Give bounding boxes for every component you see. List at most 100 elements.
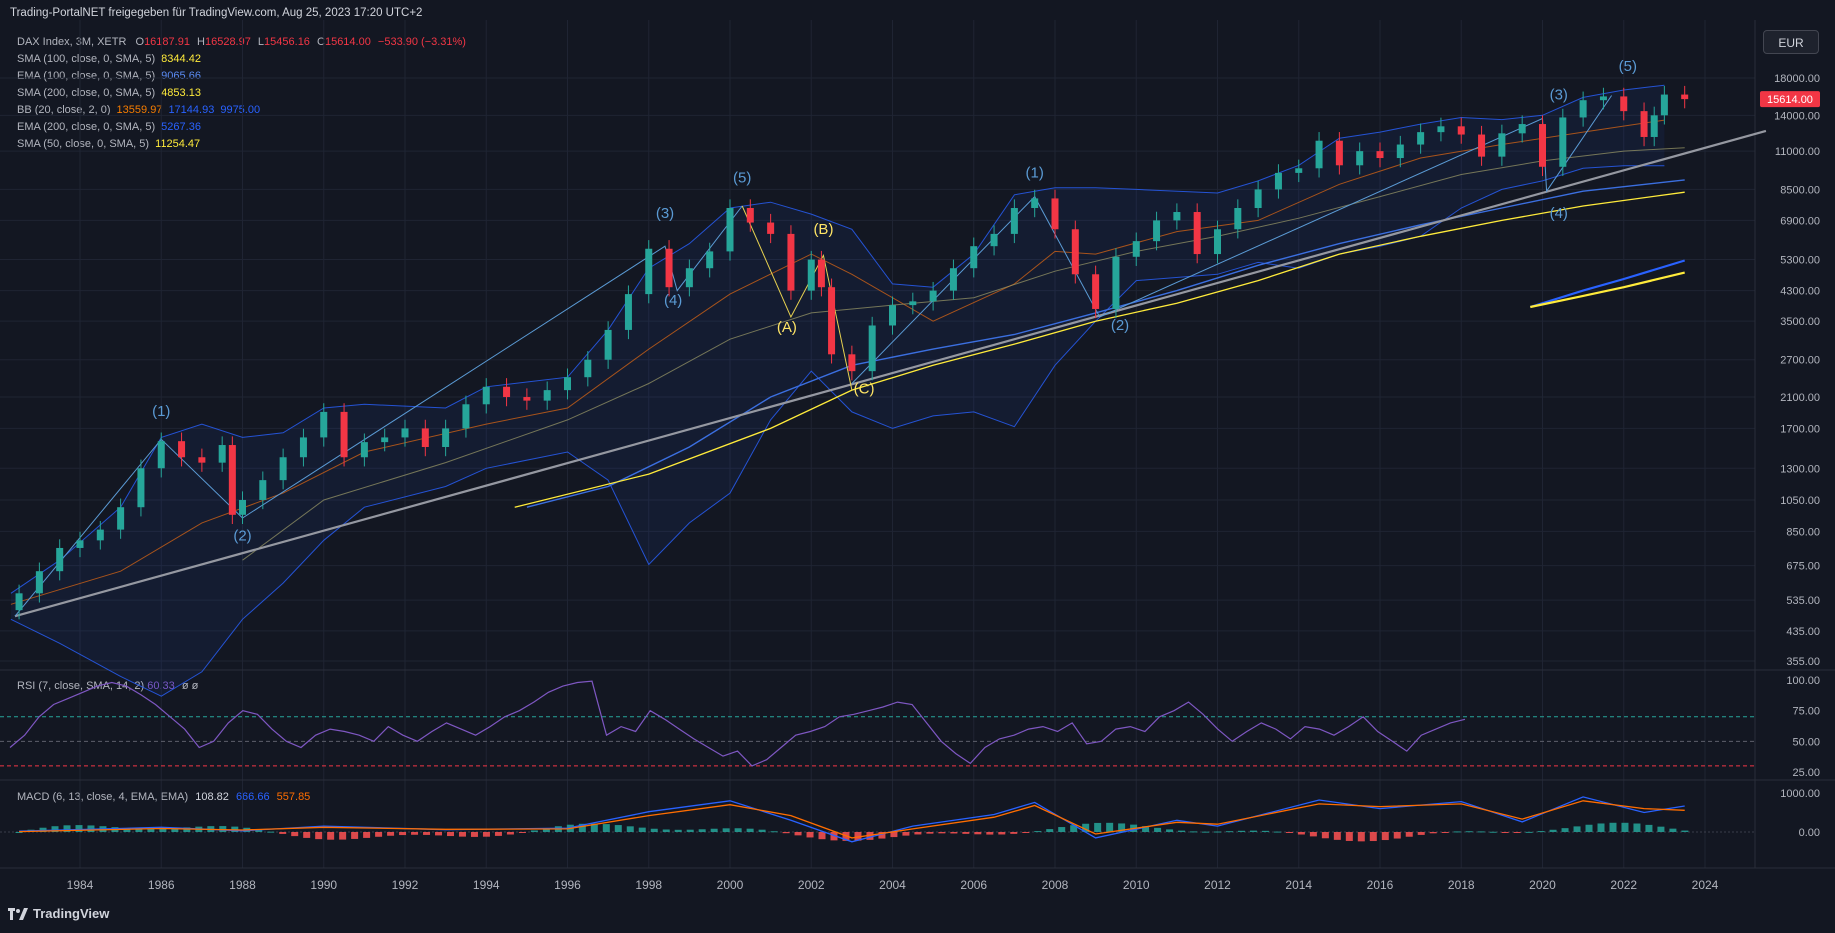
macd-histogram-bar: [866, 832, 874, 840]
indicator-row[interactable]: BB (20, close, 2, 0) 13559.97 17144.93 9975…: [17, 102, 466, 119]
macd-histogram-bar: [1405, 832, 1413, 837]
price-tick-label: 535.00: [1786, 595, 1820, 607]
time-tick-label: 2024: [1692, 878, 1719, 892]
macd-histogram-bar: [938, 832, 946, 834]
macd-histogram-bar: [1237, 830, 1245, 832]
macd-line: [19, 796, 1685, 843]
candle-body: [817, 259, 825, 288]
macd-histogram-bar: [626, 826, 634, 832]
symbol-row[interactable]: DAX Index, 3M, XETR O16187.91 H16528.97 …: [17, 34, 466, 51]
candle-body: [1031, 198, 1039, 209]
symbol-name: DAX Index, 3M, XETR: [17, 36, 127, 48]
candle-body: [1396, 144, 1404, 159]
indicator-name: SMA (100, close, 0, SMA, 5): [17, 53, 156, 65]
candle-body: [1010, 208, 1018, 234]
wave-label: (4): [664, 292, 682, 309]
macd-histogram-bar: [1537, 831, 1545, 833]
bb-upper-line: [10, 84, 1665, 594]
time-axis[interactable]: 1984 1986 1988 1990 1992 1994 1996 1998 2000 2002…: [67, 878, 1719, 892]
candle-body: [218, 445, 226, 463]
macd-histogram-bar: [1477, 831, 1485, 833]
indicator-row[interactable]: EMA (200, close, 0, SMA, 5) 5267.36: [17, 119, 466, 136]
candle-body: [1092, 274, 1100, 309]
open-label: O: [135, 36, 145, 48]
time-tick-label: 2014: [1285, 878, 1312, 892]
macd-legend[interactable]: MACD (6, 13, close, 4, EMA, EMA) 108.82 …: [17, 791, 310, 803]
macd-histogram-bar: [1022, 832, 1030, 833]
candle-body: [645, 248, 653, 295]
price-tick-label: 11000.00: [1775, 146, 1820, 158]
candle-body: [1315, 140, 1323, 169]
macd-histogram-bar: [255, 829, 263, 832]
candle-body: [624, 294, 632, 330]
macd-histogram-bar: [1261, 830, 1269, 832]
wave-label: (C): [854, 381, 875, 398]
price-tick-label: 3500.00: [1780, 316, 1820, 328]
indicator-row[interactable]: SMA (100, close, 0, SMA, 5) 8344.42: [17, 51, 466, 68]
grid: [0, 20, 1835, 869]
candle-body: [746, 208, 754, 223]
last-price-badge: [1760, 91, 1820, 108]
candle-body: [15, 593, 23, 611]
price-tick-label: 2100.00: [1780, 392, 1820, 404]
rsi-pane[interactable]: 100.00 75.00 50.00 25.00: [0, 675, 1820, 779]
candle-body: [178, 441, 186, 458]
candle-body: [1457, 126, 1465, 135]
macd-histogram-bar: [470, 832, 478, 837]
macd-histogram-bar: [171, 828, 179, 832]
macd-line-value: 666.66: [235, 791, 270, 803]
macd-histogram-bar: [1633, 823, 1641, 832]
candle-body: [767, 222, 775, 234]
tradingview-logo[interactable]: TradingView: [8, 906, 109, 921]
macd-histogram-bar: [363, 832, 371, 838]
macd-histogram-bar: [1273, 831, 1281, 833]
candle-body: [462, 404, 470, 429]
macd-histogram-bar: [1417, 832, 1425, 835]
macd-signal-value: 557.85: [276, 791, 311, 803]
candle-body: [970, 246, 978, 269]
indicator-name: SMA (200, close, 0, SMA, 5): [17, 87, 156, 99]
currency-button[interactable]: EUR: [1763, 30, 1819, 54]
rsi-tick-label: 75.00: [1792, 706, 1820, 718]
macd-histogram-bar: [542, 828, 550, 832]
candle-body: [421, 428, 429, 448]
macd-histogram-bar: [75, 825, 83, 832]
macd-histogram-bar: [986, 832, 994, 835]
main-trendline: [14, 129, 1767, 618]
macd-histogram-bar: [578, 823, 586, 832]
candle-body: [503, 386, 511, 398]
macd-histogram-bar: [1429, 832, 1437, 834]
macd-histogram-bar: [1010, 832, 1018, 834]
macd-histogram-bar: [1166, 829, 1174, 832]
sma-200-line: [1530, 271, 1685, 309]
wave-label: (A): [777, 319, 797, 336]
tradingview-icon: [8, 907, 28, 920]
macd-histogram-bar: [1489, 831, 1497, 833]
macd-histogram-bar: [339, 832, 347, 840]
wave-label: (2): [233, 527, 251, 544]
indicator-row[interactable]: SMA (200, close, 0, SMA, 5) 4853.13: [17, 85, 466, 102]
candle-body: [949, 268, 957, 291]
open-value: 16187.91: [144, 36, 190, 48]
macd-histogram-bar: [411, 832, 419, 835]
indicator-row[interactable]: SMA (50, close, 0, SMA, 5) 11254.47: [17, 136, 466, 153]
price-tick-label: 18000.00: [1774, 73, 1820, 85]
macd-histogram-bar: [758, 829, 766, 832]
candle-body: [482, 386, 490, 405]
macd-histogram-bar: [1309, 832, 1317, 837]
macd-pane[interactable]: 1000.00 0.00: [0, 788, 1820, 843]
price-tick-label: 2700.00: [1780, 355, 1820, 367]
macd-histogram-bar: [423, 832, 431, 835]
ema-200-line: [1529, 259, 1686, 309]
macd-histogram-bar: [1297, 832, 1305, 835]
time-tick-label: 1996: [554, 878, 581, 892]
macd-histogram-bar: [674, 829, 682, 832]
low-value: 15456.16: [264, 36, 310, 48]
time-tick-label: 2004: [879, 878, 906, 892]
macd-histogram-bar: [327, 832, 335, 840]
indicator-row[interactable]: EMA (100, close, 0, SMA, 5) 9065.66: [17, 68, 466, 85]
candle-body: [1112, 256, 1120, 309]
price-axis[interactable]: 18000.00 14000.00 11000.00 8500.00 6900.00 53…: [1760, 73, 1820, 668]
macd-histogram-bar: [267, 831, 275, 833]
